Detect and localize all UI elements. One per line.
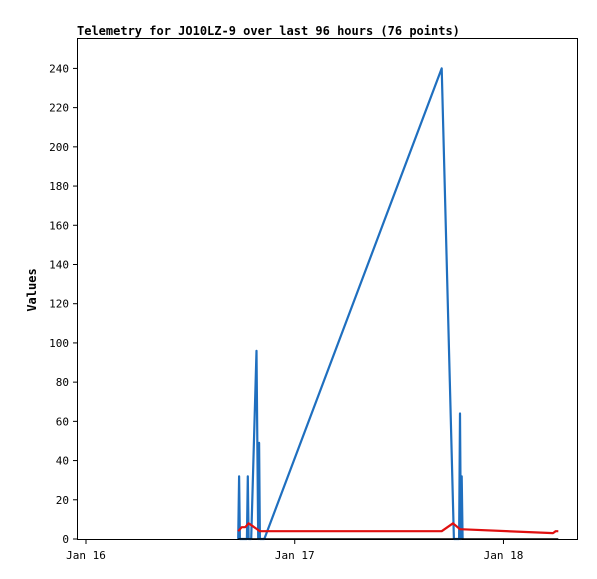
y-tick-label: 40: [56, 455, 69, 468]
y-tick-label: 60: [56, 415, 69, 428]
y-tick-label: 140: [49, 258, 69, 271]
y-tick-label: 220: [49, 102, 69, 115]
y-axis-label: Values: [25, 268, 39, 311]
x-axis: Jan 16 Jan 17 Jan 18: [66, 539, 523, 562]
x-tick-label: Jan 16: [66, 549, 106, 562]
y-tick-label: 240: [49, 62, 69, 75]
series-layer: [237, 67, 559, 541]
y-tick-label: 160: [49, 219, 69, 232]
y-tick-label: 180: [49, 180, 69, 193]
y-tick-label: 20: [56, 494, 69, 507]
x-tick-label: Jan 17: [275, 549, 315, 562]
y-tick-label: 200: [49, 141, 69, 154]
y-tick-label: 0: [62, 533, 69, 546]
y-tick-label: 100: [49, 337, 69, 350]
y-axis: 0 20 40 60 80 100 120 140 160 180 200 220 240: [49, 62, 78, 546]
x-tick-label: Jan 18: [484, 549, 524, 562]
chart-title: Telemetry for JO10LZ-9 over last 96 hour…: [77, 24, 460, 38]
series-line-2: [237, 522, 559, 535]
plot-area: [77, 38, 578, 540]
y-tick-label: 120: [49, 298, 69, 311]
y-tick-label: 80: [56, 376, 69, 389]
